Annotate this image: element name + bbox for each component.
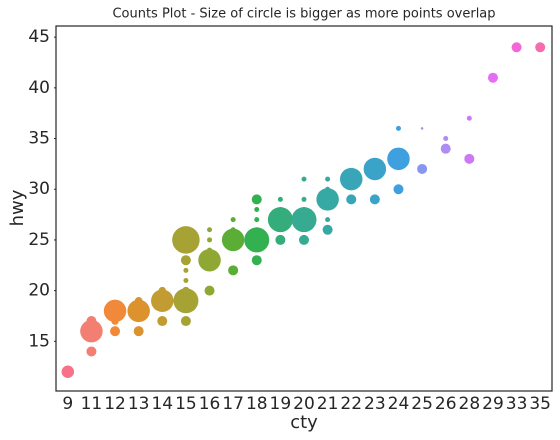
- point: [254, 217, 260, 223]
- point: [466, 115, 472, 121]
- x-tick-label: 23: [364, 394, 386, 414]
- x-tick-label: 14: [151, 394, 173, 414]
- point: [182, 286, 190, 295]
- x-tick-label: 20: [293, 394, 315, 414]
- x-tick-label: 29: [482, 394, 504, 414]
- x-tick-label: 15: [175, 394, 197, 414]
- point: [511, 42, 522, 53]
- point: [316, 188, 339, 211]
- x-tick-label: 35: [529, 394, 551, 414]
- point: [133, 326, 144, 337]
- y-tick-label: 45: [28, 27, 50, 47]
- point: [301, 196, 307, 202]
- point: [369, 194, 380, 205]
- point: [254, 227, 260, 233]
- chart-title: Counts Plot - Size of circle is bigger a…: [112, 7, 495, 22]
- x-tick-label: 16: [199, 394, 221, 414]
- point: [363, 157, 387, 181]
- point: [299, 234, 309, 245]
- point: [387, 147, 410, 171]
- x-tick-label: 11: [81, 394, 103, 414]
- y-tick-label: 20: [28, 281, 50, 301]
- point: [301, 207, 307, 213]
- y-tick-label: 15: [28, 331, 50, 351]
- point: [440, 143, 451, 154]
- x-tick-label: 13: [128, 394, 150, 414]
- point: [180, 255, 191, 266]
- point: [267, 207, 293, 233]
- point: [487, 72, 498, 83]
- point: [86, 346, 97, 357]
- y-tick-label: 25: [28, 230, 50, 250]
- point: [172, 226, 200, 254]
- point: [420, 127, 424, 130]
- point: [325, 176, 331, 182]
- point: [183, 277, 189, 283]
- point: [244, 227, 270, 253]
- point: [251, 194, 262, 205]
- point: [322, 224, 333, 235]
- point: [183, 267, 189, 273]
- point: [110, 326, 121, 337]
- point: [157, 316, 168, 327]
- point: [417, 163, 428, 174]
- point: [393, 184, 404, 195]
- x-tick-label: 24: [388, 394, 410, 414]
- x-axis-label: cty: [290, 412, 318, 433]
- point: [291, 207, 317, 233]
- y-axis-label: hwy: [7, 189, 28, 226]
- point: [277, 196, 283, 202]
- point: [207, 227, 213, 233]
- point: [198, 248, 221, 272]
- x-tick-label: 28: [459, 394, 481, 414]
- point: [339, 167, 363, 191]
- x-tick-label: 17: [222, 394, 244, 414]
- y-tick-label: 35: [28, 129, 50, 149]
- point: [221, 228, 245, 252]
- point: [80, 319, 103, 343]
- point: [254, 207, 260, 213]
- point: [535, 42, 546, 53]
- point: [228, 265, 239, 276]
- x-tick-label: 19: [270, 394, 292, 414]
- point: [111, 317, 119, 325]
- point: [86, 316, 97, 327]
- point: [251, 255, 262, 266]
- point: [230, 227, 236, 233]
- y-tick-label: 40: [28, 78, 50, 98]
- y-tick-label: 30: [28, 179, 50, 199]
- plot-frame: [55, 25, 553, 392]
- x-tick-label: 26: [435, 394, 457, 414]
- point: [325, 217, 331, 223]
- point: [277, 207, 283, 213]
- point: [443, 136, 449, 142]
- point: [464, 153, 475, 164]
- point: [346, 194, 357, 205]
- x-tick-label: 21: [317, 394, 339, 414]
- point: [103, 299, 127, 323]
- point: [173, 288, 199, 314]
- x-tick-label: 22: [340, 394, 362, 414]
- point: [151, 289, 174, 313]
- point: [207, 237, 213, 243]
- x-tick-label: 33: [506, 394, 528, 414]
- point: [180, 316, 191, 327]
- point: [134, 297, 143, 305]
- point: [158, 286, 167, 295]
- point: [230, 217, 236, 223]
- point: [204, 285, 215, 296]
- point: [275, 234, 286, 245]
- point: [127, 299, 150, 323]
- point: [207, 247, 213, 253]
- point: [395, 125, 401, 131]
- point: [61, 365, 75, 378]
- x-tick-label: 9: [62, 394, 73, 414]
- x-tick-label: 25: [411, 394, 433, 414]
- x-tick-label: 12: [104, 394, 126, 414]
- point: [301, 176, 307, 182]
- x-tick-label: 18: [246, 394, 268, 414]
- point: [325, 186, 331, 192]
